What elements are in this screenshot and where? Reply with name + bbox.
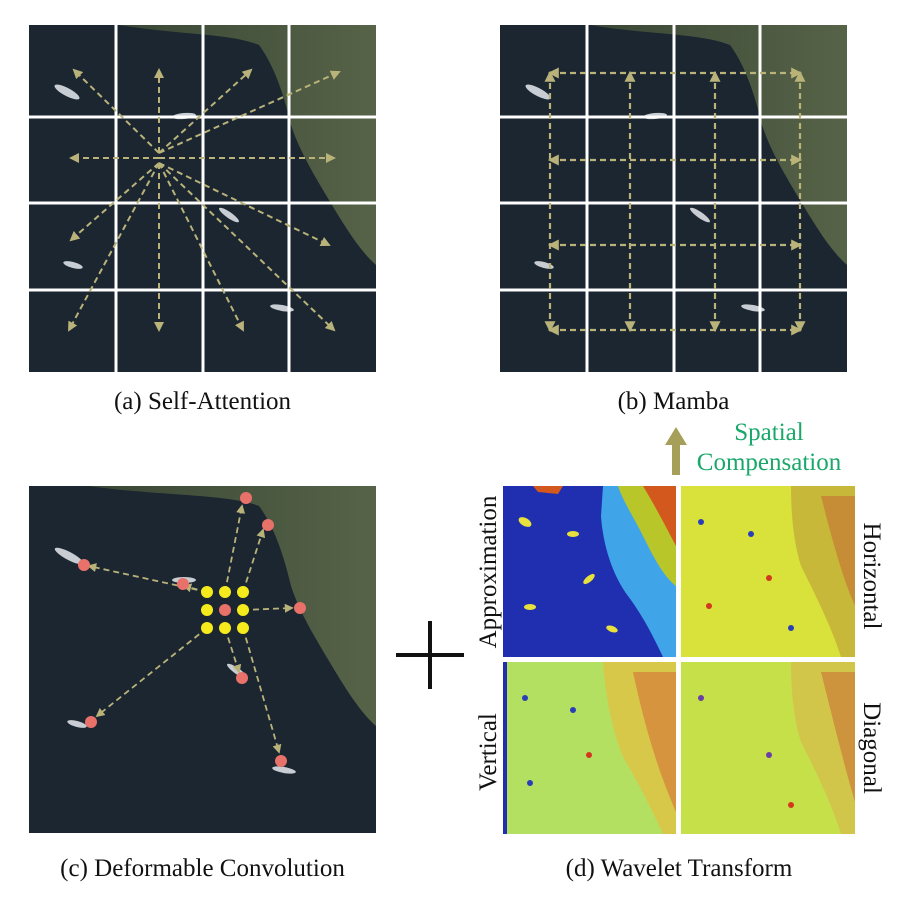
ship	[54, 84, 80, 100]
coastline-land	[89, 486, 376, 726]
deformable-convolution-figure	[29, 486, 376, 833]
caption-self-attention: (a) Self-Attention	[113, 388, 292, 415]
self-attention-figure	[29, 25, 376, 372]
label-horizontal: Horizontal	[858, 522, 885, 630]
label-vertical: Vertical	[475, 713, 502, 791]
ship	[525, 84, 551, 100]
spatial-compensation-label: Spatial Compensation	[684, 418, 854, 478]
ship	[63, 261, 83, 269]
label-approximation: Approximation	[475, 495, 502, 649]
subband-diagonal	[681, 662, 855, 834]
subband-vertical	[503, 662, 676, 834]
ship	[690, 207, 710, 223]
ship	[67, 720, 87, 728]
subband-approximation	[503, 486, 676, 657]
subband-horizontal	[681, 486, 855, 657]
spatial-compensation-line2: Compensation	[696, 449, 842, 476]
coastline-land	[590, 25, 847, 265]
approximation-map	[503, 486, 676, 657]
panel-self-attention	[29, 25, 376, 372]
attention-arrows	[68, 68, 341, 332]
panel-deformable-convolution	[29, 486, 376, 833]
offset-sample-points	[78, 492, 306, 767]
spatial-compensation-line1: Spatial	[734, 419, 804, 446]
plus-icon	[396, 621, 464, 689]
mamba-scan-figure	[500, 25, 847, 372]
label-diagonal: Diagonal	[858, 702, 885, 794]
scan-path-arrows	[544, 67, 806, 336]
caption-deformable-convolution: (c) Deformable Convolution	[60, 855, 345, 882]
caption-mamba: (b) Mamba	[617, 388, 730, 415]
ship	[272, 766, 296, 774]
coastline-land	[119, 25, 376, 265]
patch-grid	[29, 25, 376, 372]
ship	[219, 207, 239, 223]
panel-mamba	[500, 25, 847, 372]
caption-wavelet-transform: (d) Wavelet Transform	[565, 855, 793, 882]
diagonal-map	[681, 662, 855, 834]
patch-grid	[500, 25, 847, 372]
sampling-grid-points	[201, 586, 249, 634]
horizontal-map	[681, 486, 855, 657]
up-arrow-icon	[665, 427, 687, 475]
vertical-map	[503, 662, 676, 834]
ship	[54, 547, 84, 565]
